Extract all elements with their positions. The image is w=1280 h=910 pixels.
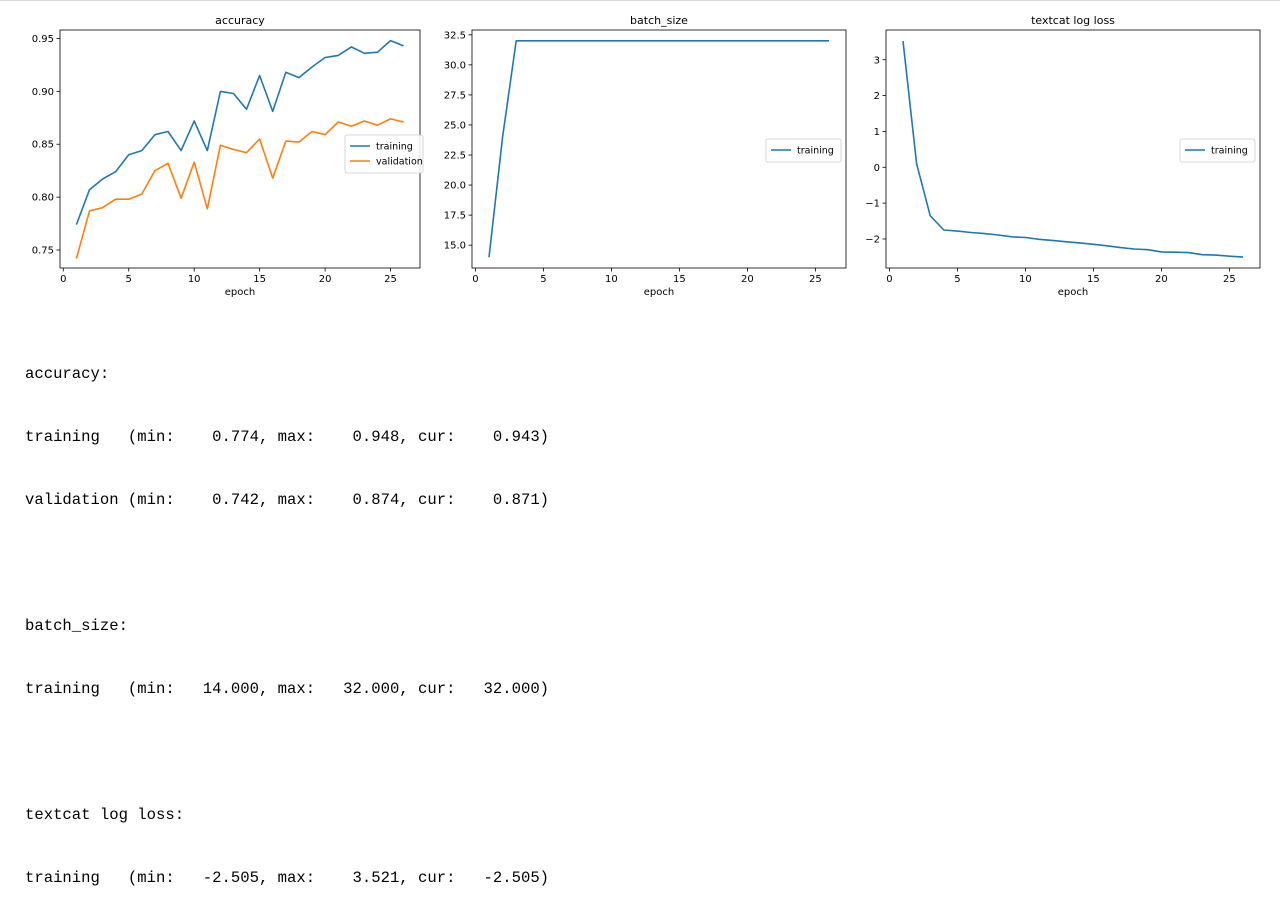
x-tick-label: 25 [384, 274, 397, 285]
y-tick-label: 0.90 [32, 87, 54, 98]
x-tick-label: 20 [741, 274, 754, 285]
top-divider [0, 0, 1280, 1]
series-line-training [488, 39, 829, 258]
x-tick-label: 0 [886, 274, 892, 285]
x-tick-label: 15 [673, 274, 686, 285]
summary-output: accuracy: training (min: 0.774, max: 0.9… [25, 322, 549, 910]
y-tick-label: 30.0 [444, 60, 466, 71]
y-tick-label: 3 [874, 55, 880, 66]
batch-size-training-stats: training (min: 14.000, max: 32.000, cur:… [25, 680, 550, 698]
chart-1: accuracy 0 5 10 15 20 25 0.75 0.80 0.85 0.90 0.95 ep… [32, 14, 424, 298]
x-tick-label: 10 [605, 274, 618, 285]
legend-label-training: training [797, 146, 834, 157]
y-tick-label: 22.5 [444, 151, 466, 162]
x-tick-label: 0 [472, 274, 478, 285]
y-tick-label: 20.0 [444, 181, 466, 192]
x-tick-label: 0 [60, 274, 66, 285]
x-tick-label: 15 [1087, 274, 1100, 285]
accuracy-training-stats: training (min: 0.774, max: 0.948, cur: 0… [25, 428, 550, 446]
y-tick-label: 0.75 [32, 246, 54, 257]
accuracy-validation-stats: validation (min: 0.742, max: 0.874, cur:… [25, 491, 550, 509]
spacer [25, 742, 549, 763]
y-tick-label: 15.0 [444, 241, 466, 252]
x-tick-label: 5 [540, 274, 546, 285]
y-tick-label: 32.5 [444, 30, 466, 41]
y-tick-label: −2 [865, 234, 880, 245]
legend-box [765, 138, 842, 163]
x-axis-label: epoch [225, 287, 255, 298]
x-tick-label: 20 [1155, 274, 1168, 285]
series-line-training [902, 41, 1244, 258]
batch-size-header: batch_size: [25, 617, 128, 635]
x-tick-label: 5 [126, 274, 132, 285]
loss-header: textcat log loss: [25, 806, 185, 824]
plot-frame [885, 29, 1261, 269]
x-tick-label: 25 [1223, 274, 1236, 285]
legend-label-training: training [1211, 146, 1248, 157]
chart-2: batch_size 0 5 10 15 20 25 15.0 17.5 20.0 22.5 25.0… [444, 14, 847, 298]
legend-label-validation: validation [376, 157, 423, 168]
plot-frame [471, 29, 847, 269]
y-tick-label: 0.80 [32, 193, 54, 204]
x-axis-label: epoch [1058, 287, 1088, 298]
y-tick-label: 0 [874, 163, 880, 174]
x-tick-label: 25 [809, 274, 822, 285]
x-tick-label: 10 [188, 274, 201, 285]
y-tick-label: 2 [874, 91, 880, 102]
accuracy-header: accuracy: [25, 365, 110, 383]
spacer [25, 553, 549, 574]
chart-title: batch_size [630, 14, 688, 27]
chart-title: accuracy [215, 14, 265, 27]
y-tick-label: −1 [865, 199, 880, 210]
x-tick-label: 15 [253, 274, 266, 285]
y-tick-label: 0.95 [32, 34, 54, 45]
loss-training-stats: training (min: -2.505, max: 3.521, cur: … [25, 869, 550, 887]
x-tick-label: 20 [319, 274, 332, 285]
y-tick-label: 25.0 [444, 120, 466, 131]
series-line-training [75, 39, 404, 225]
y-tick-label: 0.85 [32, 140, 54, 151]
chart-title: textcat log loss [1031, 14, 1115, 27]
legend-box [1179, 138, 1256, 163]
x-axis-label: epoch [644, 287, 674, 298]
y-tick-label: 27.5 [444, 90, 466, 101]
x-tick-label: 5 [954, 274, 960, 285]
legend-label-training: training [376, 142, 413, 153]
y-tick-label: 1 [874, 127, 880, 138]
y-tick-label: 17.5 [444, 211, 466, 222]
series-line-validation [75, 118, 404, 259]
legend-box [344, 134, 424, 174]
chart-3: textcat log loss 0 5 10 15 20 25 −2 −1 0 1 2 3 epoch t… [865, 14, 1261, 298]
x-tick-label: 10 [1019, 274, 1032, 285]
